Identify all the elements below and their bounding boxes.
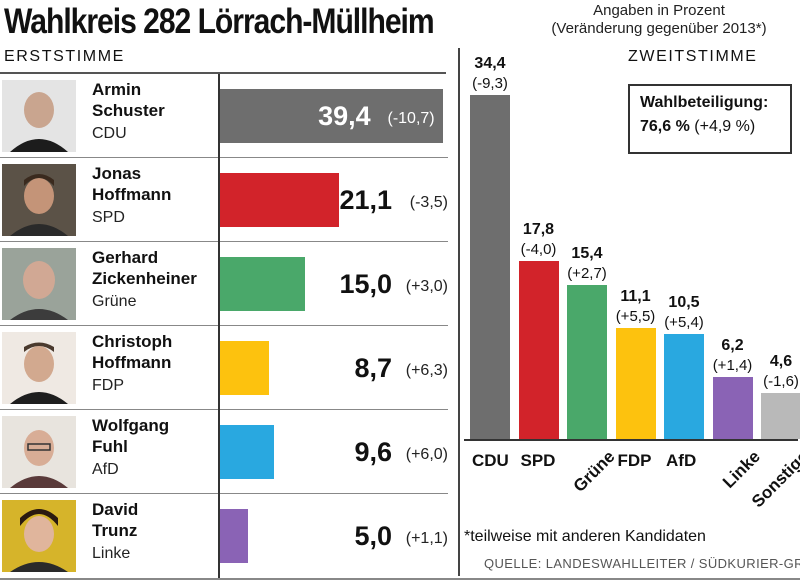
erststimme-change-label: (-3,5) [409,194,448,211]
candidate-first-name: Armin [92,80,142,99]
row-separator [0,409,448,410]
row-separator [0,493,448,494]
turnout-label: Wahlbeteiligung: [640,94,769,111]
candidate-first-name: Gerhard [92,248,159,267]
erststimme-value-label: 15,0 [339,269,392,299]
candidate-row: Jonas Hoffmann SPD [0,158,448,242]
zweitstimme-change-label: (+5,4) [664,314,704,331]
zweitstimme-header: ZWEITSTIMME [628,48,758,65]
candidate-first-name: Wolfgang [92,416,170,435]
zweitstimme-value-label: 15,4 [571,245,603,262]
unit-note: Angaben in Prozent (Veränderung gegenübe… [520,2,798,38]
erststimme-value-label: 8,7 [354,353,392,383]
erststimme-change-label: (+6,3) [405,362,448,379]
source-credit: QUELLE: LANDESWAHLLEITER / SÜDKURIER-GRA… [484,556,800,571]
candidate-photo [2,80,76,152]
erststimme-bar [220,509,249,563]
candidate-party: Linke [92,545,131,562]
zweitstimme-bar [470,95,510,439]
erststimme-change-label: (+6,0) [405,446,448,463]
erststimme-bar [220,341,270,395]
turnout-box: Wahlbeteiligung: 76,6 % (+4,9 %) [628,84,792,154]
zweitstimme-value-label: 34,4 [474,55,506,72]
zweitstimme-axis [464,439,798,441]
row-separator [0,157,448,158]
footnote: *teilweise mit anderen Kandidaten [464,528,706,545]
erststimme-value-label: 21,1 [339,185,392,215]
zweitstimme-change-label: (-1,6) [763,373,799,390]
candidate-first-name: David [92,500,139,519]
erststimme-bar [220,89,443,143]
zweitstimme-change-label: (-4,0) [520,241,557,258]
zweitstimme-bar [664,334,704,439]
erststimme-value-label: 9,6 [354,437,392,467]
unit-note-line2: (Veränderung gegenüber 2013*) [551,20,767,37]
zweitstimme-category-label: FDP [617,451,652,470]
turnout-percent: 76,6 % [640,118,690,135]
turnout-value: 76,6 % (+4,9 %) [640,118,755,136]
zweitstimme-value-label: 4,6 [769,353,793,370]
bottom-rule [0,578,800,580]
candidate-first-name: Jonas [92,164,142,183]
zweitstimme-category-label: Grüne [569,447,619,496]
candidate-row: David Trunz Linke [0,494,448,578]
zweitstimme-bar [615,328,656,439]
zweitstimme-value-label: 17,8 [522,221,555,238]
candidate-first-name: Christoph [92,332,173,351]
zweitstimme-change-label: (+1,4) [712,357,753,374]
candidate-row: Armin Schuster CDU [0,74,448,158]
candidate-last-name: Hoffmann [92,353,172,372]
zweitstimme-category-label: SPD [520,451,556,470]
erststimme-header-rule [0,72,446,74]
zweitstimme-bar [712,377,753,439]
erststimme-change-label: (+1,1) [405,530,448,547]
zweitstimme-bar [567,285,607,439]
erststimme-value-label: 5,0 [354,521,392,551]
candidate-last-name: Hoffmann [92,185,172,204]
candidate-last-name: Trunz [92,521,138,540]
zweitstimme-bar [518,261,559,439]
erststimme-bar [220,257,305,311]
zweitstimme-category-label: AfD [666,451,697,470]
candidate-photo [2,416,76,488]
candidate-party: Grüne [92,293,137,310]
candidate-photo [2,500,76,572]
row-separator [0,241,448,242]
candidate-photo [2,248,76,320]
erststimme-change-label: (+3,0) [405,278,448,295]
candidate-photo [2,332,76,404]
candidate-last-name: Zickenheiner [92,269,197,288]
candidate-row: Gerhard Zickenheiner Grüne [0,242,448,326]
zweitstimme-bar [761,393,800,439]
zweitstimme-category-label: Linke [719,447,764,492]
row-separator [0,325,448,326]
erststimme-axis [218,74,220,578]
candidate-row: Christoph Hoffmann FDP [0,326,448,410]
unit-note-line1: Angaben in Prozent [593,2,725,19]
zweitstimme-change-label: (+5,5) [615,308,656,325]
zweitstimme-value-label: 10,5 [668,294,700,311]
erststimme-bar [220,173,340,227]
candidate-party: AfD [92,461,119,478]
candidate-party: CDU [92,125,127,142]
erststimme-header: ERSTSTIMME [4,48,125,65]
candidate-row: Wolfgang Fuhl AfD [0,410,448,494]
erststimme-value-label: 39,4 [318,101,371,131]
page-title: Wahlkreis 282 Lörrach-Müllheim [4,2,435,41]
candidate-last-name: Fuhl [92,437,128,456]
erststimme-bar [220,425,275,479]
candidate-photo [2,164,76,236]
zweitstimme-value-label: 11,1 [620,288,651,305]
turnout-change: (+4,9 %) [694,118,756,135]
candidate-last-name: Schuster [92,101,165,120]
zweitstimme-value-label: 6,2 [721,337,744,354]
candidate-party: FDP [92,377,124,394]
candidate-party: SPD [92,209,125,226]
zweitstimme-category-label: CDU [472,451,509,470]
zweitstimme-change-label: (-9,3) [472,75,508,92]
erststimme-change-label: (-10,7) [387,110,435,127]
zweitstimme-change-label: (+2,7) [567,265,607,282]
panel-divider [458,48,460,576]
